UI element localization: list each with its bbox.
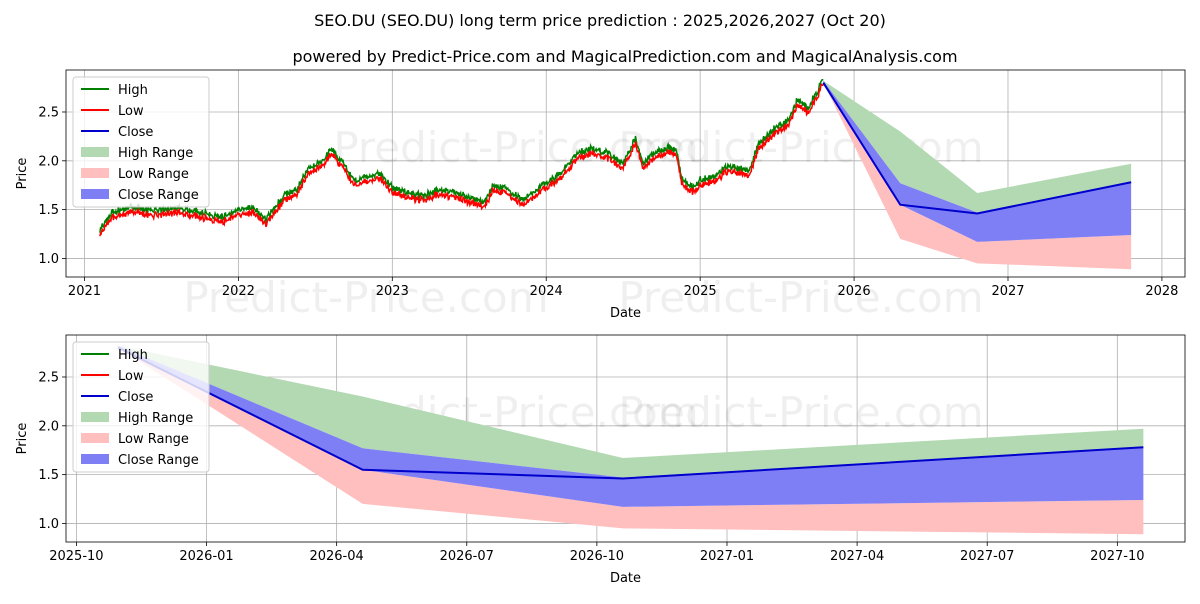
low-range-band: [118, 347, 1144, 535]
x-tick-label: 2021: [68, 284, 101, 299]
x-tick-label: 2027-07: [960, 549, 1014, 564]
legend-low-label: Low: [118, 104, 144, 119]
high-range-band: [118, 345, 1144, 478]
legend-high-range-swatch: [81, 147, 109, 157]
legend-low-range-label: Low Range: [118, 167, 189, 182]
legend-close-range-label: Close Range: [118, 188, 199, 203]
legend-high-range-label: High Range: [118, 146, 193, 161]
legend-close-range-label: Close Range: [118, 453, 199, 468]
low-range-band: [823, 82, 1132, 270]
close-range-band: [823, 80, 1132, 242]
legend-close-label: Close: [118, 125, 153, 140]
legend-low-label: Low: [118, 369, 144, 384]
y-tick-label: 1.5: [38, 468, 59, 483]
legend-high-range-swatch: [81, 412, 109, 422]
x-tick-label: 2026-10: [570, 549, 624, 564]
plot-frame: [65, 69, 1186, 278]
legend-low-range-swatch: [81, 433, 109, 443]
legend-high-label: High: [118, 83, 148, 98]
x-axis-label: Date: [610, 571, 641, 586]
bottom-panel: 2025-10 2026-01 2026-04 2026-07 2026-10 2027-…: [15, 334, 1186, 586]
y-tick-label: 1.5: [38, 203, 59, 218]
y-axis-label: Price: [15, 158, 30, 190]
legend-high-label: High: [118, 348, 148, 363]
y-tick-label: 2.0: [38, 419, 59, 434]
top-panel: 2021 2022 2023 2024 2025 2026 2027 2028 1.0 1.5 2.…: [15, 69, 1186, 322]
watermark: Predict-Price.com: [618, 273, 983, 322]
legend-close-range-swatch: [81, 454, 109, 464]
x-tick-label: 2027-01: [700, 549, 754, 564]
x-tick-label: 2026-01: [179, 549, 233, 564]
x-tick-label: 2025: [684, 284, 717, 299]
close-range-band: [118, 345, 1144, 507]
close-line: [822, 82, 1132, 215]
legend-low-range-swatch: [81, 168, 109, 178]
high-range-band: [823, 80, 1132, 213]
x-axis-label: Date: [610, 306, 641, 321]
legend-low-range-label: Low Range: [118, 432, 189, 447]
y-tick-label: 2.5: [38, 105, 59, 120]
legend: High Low Close High Range Low Range Close Ran…: [72, 341, 210, 473]
x-tick-label: 2024: [530, 284, 563, 299]
plot-frame: [65, 334, 1186, 543]
y-axis-label: Price: [15, 423, 30, 455]
plot-content: [99, 78, 1132, 270]
watermark: Predict-Price.com: [618, 388, 983, 437]
x-tick-label: 2026-04: [309, 549, 363, 564]
x-tick-label: 2026: [838, 284, 871, 299]
x-tick-label: 2025-10: [49, 549, 103, 564]
legend-close-label: Close: [118, 390, 153, 405]
x-tick-label: 2023: [376, 284, 409, 299]
y-tick-label: 2.0: [38, 154, 59, 169]
watermark: Predict-Price.com: [183, 273, 548, 322]
x-tick-label: 2028: [1145, 284, 1178, 299]
x-tick-label: 2027-04: [830, 549, 884, 564]
y-tick-label: 2.5: [38, 370, 59, 385]
legend: High Low Close High Range Low Range Close Ran…: [72, 76, 210, 208]
chart-title: SEO.DU (SEO.DU) long term price predicti…: [314, 11, 886, 30]
legend-high-range-label: High Range: [118, 411, 193, 426]
plot-content: [117, 345, 1144, 535]
low-line: [99, 83, 824, 237]
y-tick-label: 1.0: [38, 252, 59, 267]
legend-close-range-swatch: [81, 189, 109, 199]
x-tick-label: 2027: [991, 284, 1024, 299]
x-tick-label: 2026-07: [440, 549, 494, 564]
close-line: [117, 346, 1144, 480]
x-tick-label: 2027-10: [1090, 549, 1144, 564]
x-tick-label: 2022: [222, 284, 255, 299]
chart-subtitle: powered by Predict-Price.com and Magical…: [292, 47, 957, 66]
y-tick-label: 1.0: [38, 517, 59, 532]
